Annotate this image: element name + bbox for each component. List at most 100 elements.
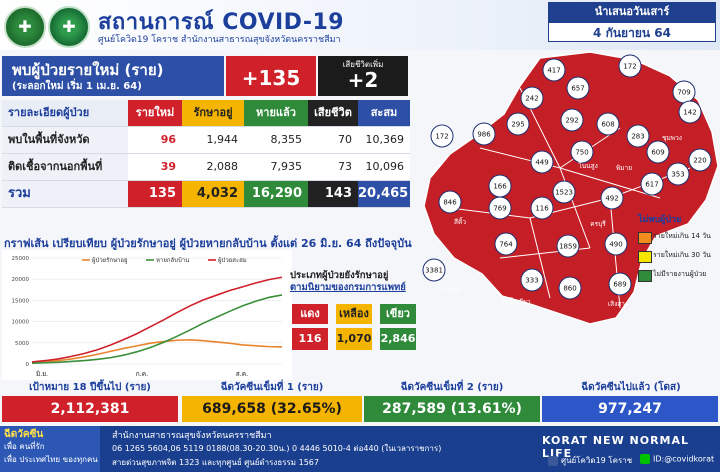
chart-grid: [32, 257, 282, 365]
district-name: ชุมพวง: [662, 134, 682, 142]
district-count: 172: [435, 133, 448, 141]
district-count: 283: [631, 133, 644, 141]
total-label: รวม: [2, 181, 128, 207]
district-counts: 417 172 657 709 242 295 292 608 283 142 172 986 449 7…: [422, 54, 712, 300]
district-bubble: [640, 172, 664, 196]
vaccine-dose1-label: ฉีดวัคซีนเข็มที่ 1 (ราย): [220, 382, 324, 393]
district-count: 220: [693, 157, 706, 165]
district-count: 449: [535, 159, 548, 167]
total-new: 135: [128, 181, 182, 207]
legend-label: รายใหม่เกิน 30 วัน: [653, 251, 711, 259]
new-cases-value: +135: [226, 56, 316, 96]
district-bubble: [520, 268, 544, 292]
total-deaths: 143: [308, 181, 358, 207]
chart-background: [2, 250, 292, 380]
facebook-label: ศูนย์โควิด19 โคราช: [561, 456, 633, 465]
cell-deaths: 73: [308, 154, 358, 180]
district-name: วังน้ำเขียว: [501, 297, 530, 306]
cell-cumulative: 10,096: [358, 154, 410, 180]
district-bubble: [618, 54, 642, 78]
district-bubble: [542, 58, 566, 82]
table-row: พบในพื้นที่จังหวัด 96 1,944 8,355 70 10,…: [2, 127, 410, 154]
new-cases-title: พบผู้ป่วยรายใหม่ (ราย): [12, 61, 164, 79]
line-id-label: ID:@covidkorat: [653, 454, 715, 464]
province-map: 417 172 657 709 242 295 292 608 283 142 172 986 449 7…: [422, 51, 719, 325]
page-subtitle: ศูนย์โควิด19 โคราช สำนักงานสาธารณสุขจังห…: [98, 35, 341, 45]
district-count: 490: [609, 241, 622, 249]
series-line-e8842c: [31, 339, 283, 364]
date-box: นำเสนอวันเสาร์ 4 กันยายน 64: [548, 2, 716, 44]
district-count: 986: [477, 131, 491, 139]
header-recovered: หายแล้ว: [244, 100, 308, 126]
y-tick-label: 15000: [12, 298, 30, 304]
campaign-line: เพื่อ คนที่รัก: [4, 440, 45, 453]
moph-logo: ✚: [4, 6, 46, 48]
category-green-label: เขียว: [380, 304, 416, 324]
category-title: ประเภทผู้ป่วยยังรักษาอยู่: [290, 270, 389, 281]
total-recovered: 16,290: [244, 181, 308, 207]
district-count: 292: [565, 117, 578, 125]
category-red-label: แดง: [292, 304, 328, 324]
legend-label: ไม่มีรายงานผู้ป่วย: [653, 270, 707, 278]
district-count: 709: [677, 89, 690, 97]
district-bubble: [438, 190, 462, 214]
vaccine-dose1-value: 689,658 (32.65%): [182, 396, 362, 422]
district-bubble: [566, 76, 590, 100]
district-bubble: [506, 112, 530, 136]
district-bubble: [626, 124, 650, 148]
legend-title: ไม่พบผู้ป่วย: [638, 215, 682, 225]
footer-phone: 06 1265 5604,06 5119 0188(08.30-20.30น.)…: [112, 444, 442, 453]
legend-entry: หายกลับบ้าน: [156, 257, 189, 264]
vaccine-bar: เป้าหมาย 18 ปีขึ้นไป (ราย) ฉีดวัคซีนเข็ม…: [0, 380, 720, 424]
district-bubble: [570, 140, 594, 164]
table-total-row: รวม 135 4,032 16,290 143 20,465: [2, 181, 410, 208]
district-count: 142: [683, 109, 696, 117]
district-bubble: [552, 180, 576, 204]
header-new: รายใหม่: [128, 100, 182, 126]
vaccine-dose2-value: 287,589 (13.61%): [364, 396, 540, 422]
cell-cumulative: 10,369: [358, 127, 410, 153]
district-names: ครบุรีปากช่อง สีคิ้ววังน้ำเขียว เสิงสาง โนน…: [438, 134, 682, 308]
footer-org: สำนักงานสาธารณสุขจังหวัดนครราชสีมา: [112, 431, 272, 441]
new-deaths-box: เสียชีวิตเพิ่ม +2: [318, 56, 408, 96]
line-id-link[interactable]: ID:@covidkorat: [640, 454, 714, 464]
district-bubble: [494, 232, 518, 256]
cell-recovered: 7,935: [244, 154, 308, 180]
district-count: 353: [671, 171, 684, 179]
report-day: นำเสนอวันเสาร์: [548, 2, 716, 22]
district-bubble: [472, 122, 496, 146]
y-tick-label: 20000: [12, 277, 30, 283]
chart-title: กราฟเส้น เปรียบเทียบ ผู้ป่วยรักษาอยู่ ผู…: [4, 237, 412, 250]
legend-item: รายใหม่เกิน 14 วัน: [638, 229, 720, 245]
y-tick-label: 5000: [15, 341, 29, 347]
campaign-title: ฉีดวัคซีน: [4, 429, 44, 440]
district-count: 333: [525, 277, 538, 285]
cell-treating: 1,944: [182, 127, 244, 153]
category-yellow-value: 1,070: [336, 328, 372, 350]
header-deaths: เสียชีวิต: [308, 100, 358, 126]
header-treating: รักษาอยู่: [182, 100, 244, 126]
provincial-health-logo: ✚: [48, 6, 90, 48]
district-bubble: [600, 186, 624, 210]
header-cumulative: สะสม: [358, 100, 410, 126]
district-bubble: [430, 124, 454, 148]
district-bubble: [688, 148, 712, 172]
district-name: ปากช่อง: [438, 286, 461, 294]
legend-swatch: [638, 251, 652, 263]
district-count: 689: [613, 281, 626, 289]
new-cases-subtitle: (ระลอกใหม่ เริ่ม 1 เม.ย. 64): [12, 81, 142, 92]
page-title: สถานการณ์ COVID-19: [98, 10, 345, 35]
new-cases-banner: พบผู้ป่วยรายใหม่ (ราย) (ระลอกใหม่ เริ่ม …: [2, 56, 224, 96]
footer: ฉีดวัคซีน เพื่อ คนที่รัก เพื่อ ประเทศไทย…: [0, 426, 720, 472]
district-count: 608: [601, 121, 614, 129]
line-icon: [640, 454, 650, 464]
facebook-link[interactable]: ศูนย์โควิด19 โคราช: [548, 454, 632, 467]
district-bubble: [556, 234, 580, 258]
y-tick-label: 25000: [12, 256, 30, 262]
cell-new: 96: [128, 127, 182, 153]
district-count: 846: [443, 199, 457, 207]
district-count: 172: [623, 63, 636, 71]
district-bubble: [678, 100, 702, 124]
district-bubble: [530, 196, 554, 220]
series-line-d0202a: [31, 276, 283, 363]
